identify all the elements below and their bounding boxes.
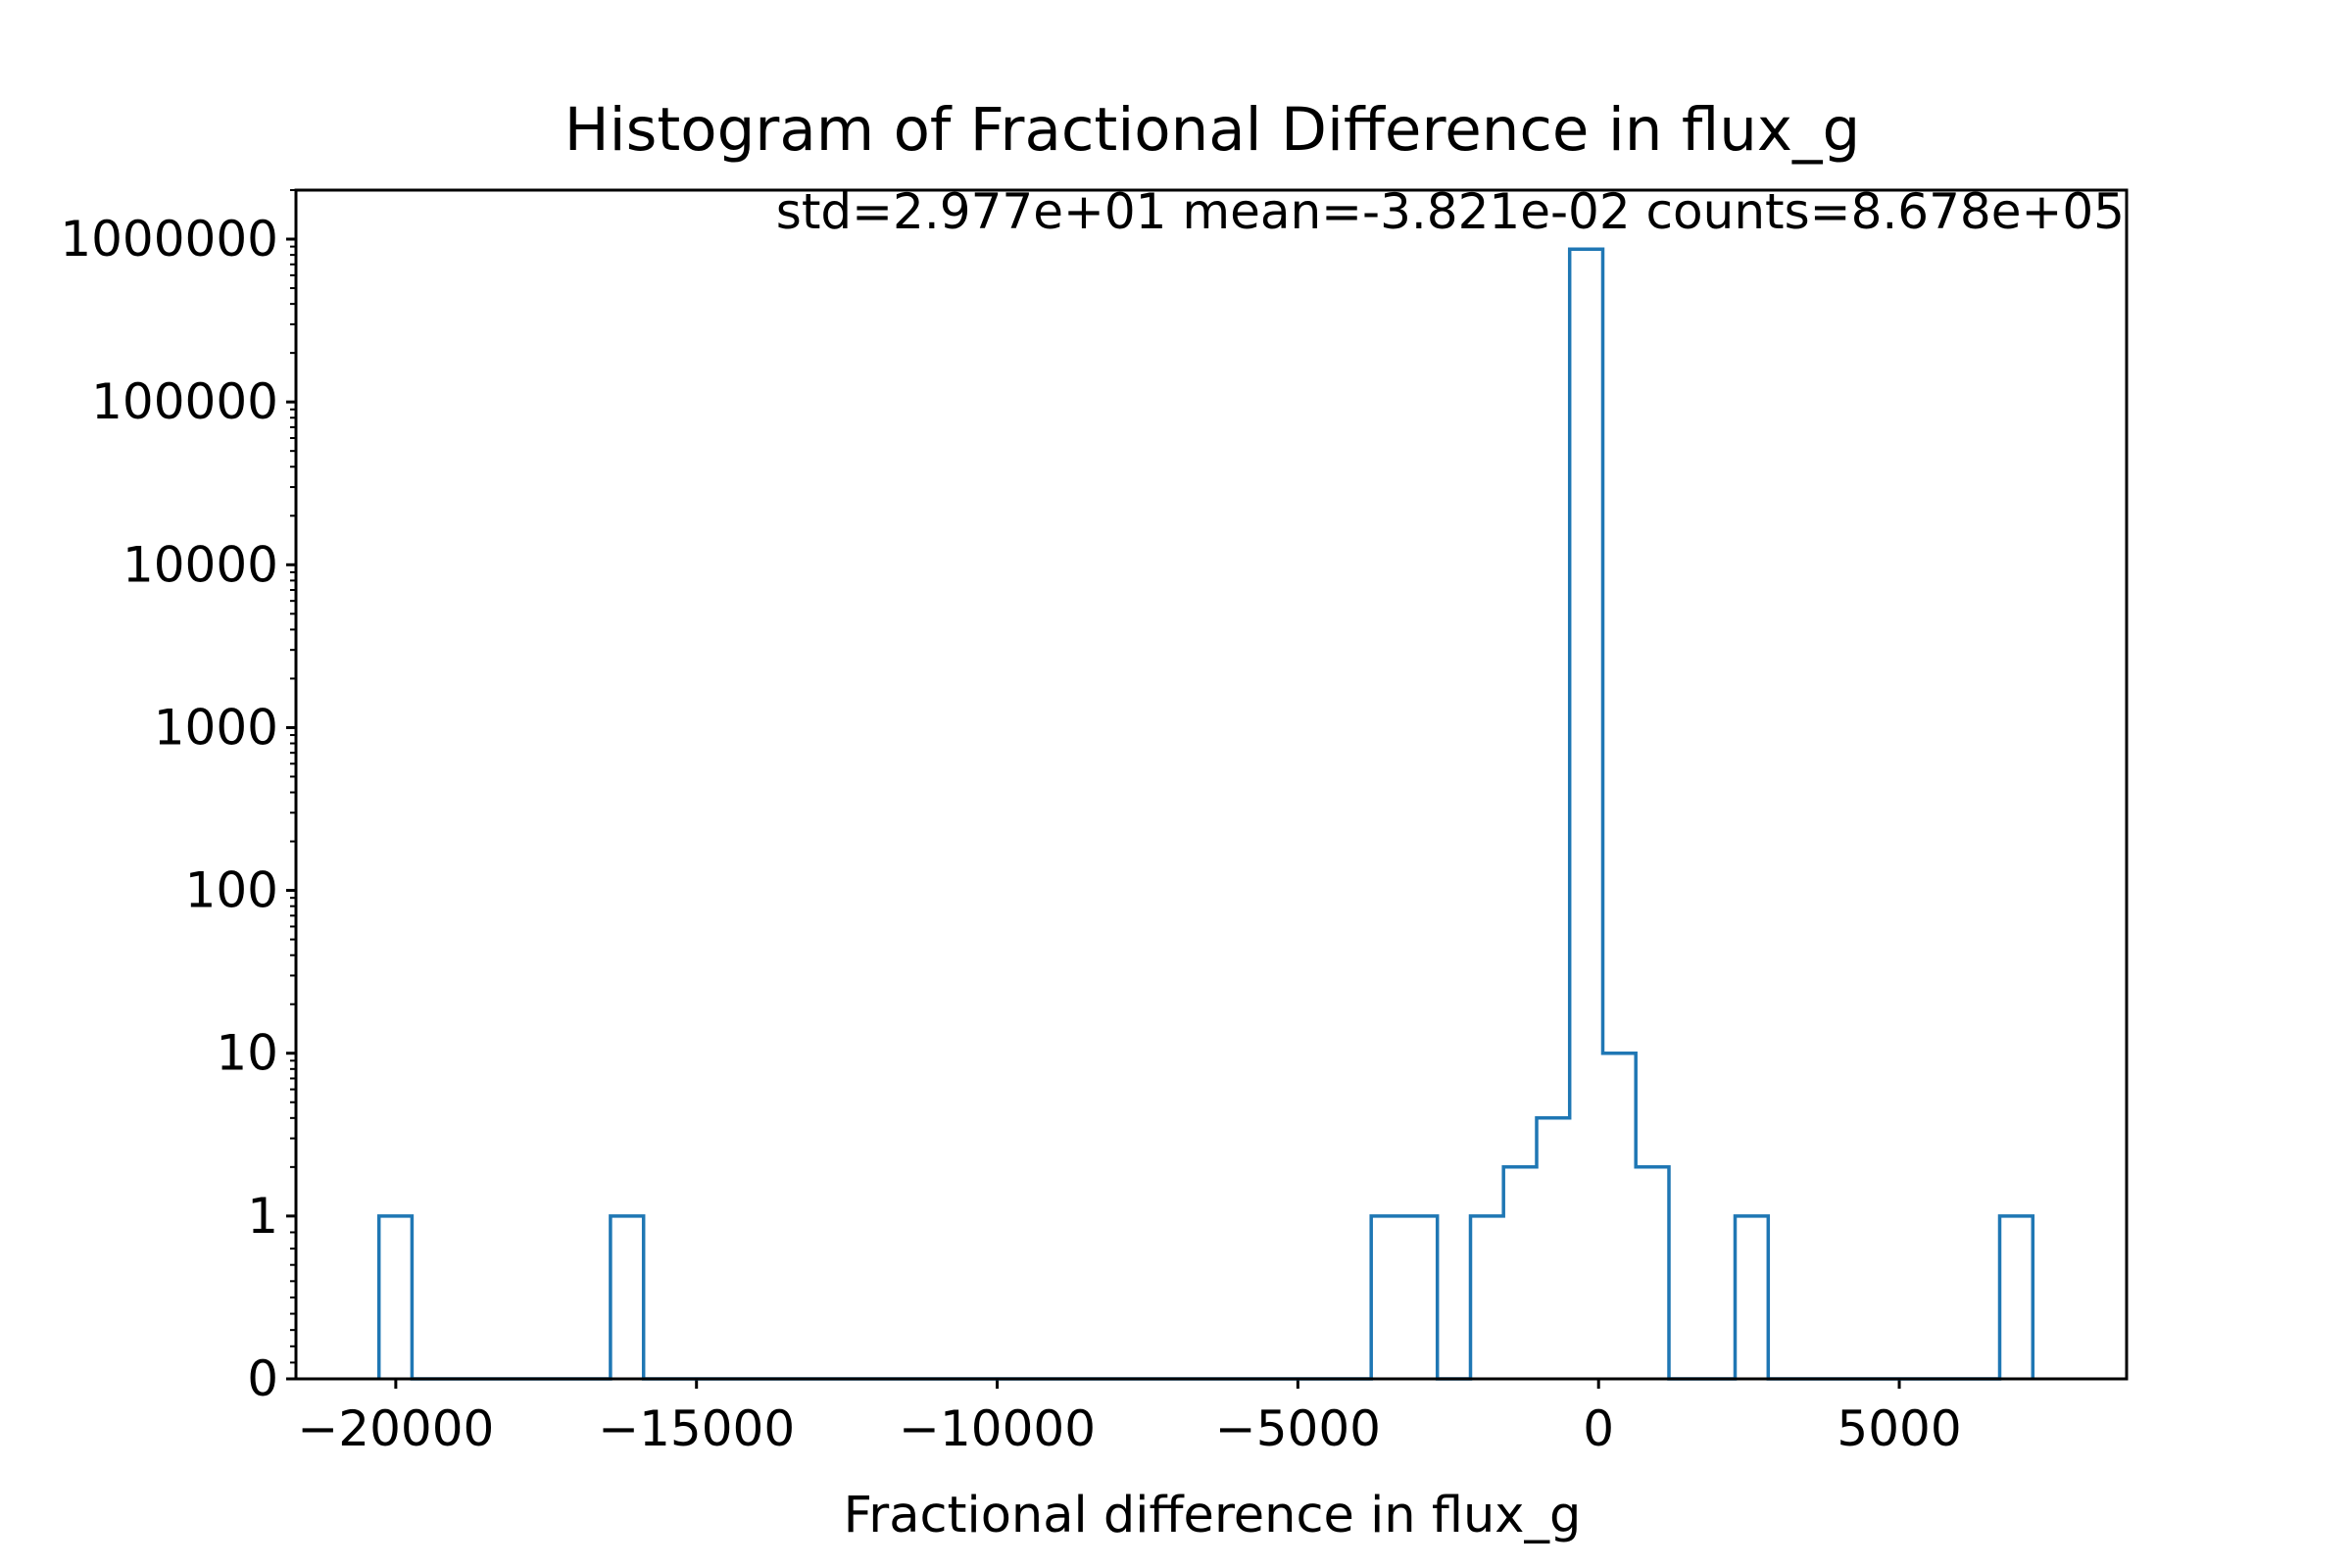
x-axis: −20000 −15000 −10000 −5000 0 5000 xyxy=(297,1379,1962,1457)
y-tick-label: 100000 xyxy=(91,373,278,430)
axes-frame xyxy=(294,188,2129,1381)
y-tick-label: 100 xyxy=(185,862,278,919)
x-tick-label: −15000 xyxy=(598,1400,795,1457)
y-tick-label: 0 xyxy=(247,1350,278,1407)
y-tick-label: 1000000 xyxy=(60,211,278,268)
x-tick-label: −5000 xyxy=(1215,1400,1381,1457)
y-tick-label: 10000 xyxy=(122,536,278,593)
chart-title: Histogram of Fractional Difference in fl… xyxy=(564,95,1861,165)
x-axis-title: Fractional difference in flux_g xyxy=(844,1487,1582,1544)
stats-annotation: std=2.977e+01 mean=-3.821e-02 counts=8.6… xyxy=(776,183,2125,240)
x-tick-label: 5000 xyxy=(1837,1400,1961,1457)
y-tick-label: 1000 xyxy=(154,699,278,756)
histogram-step-line xyxy=(376,247,2035,1381)
y-axis: 0 1 10 100 1000 10000 100000 1000000 xyxy=(60,211,296,1407)
x-tick-label: 0 xyxy=(1583,1400,1614,1457)
y-tick-label: 1 xyxy=(247,1188,278,1245)
x-tick-label: −10000 xyxy=(899,1400,1096,1457)
plot-area: 0 1 10 100 1000 10000 100000 1000000 −20000 −150… xyxy=(60,188,2129,1457)
x-tick-label: −20000 xyxy=(297,1400,494,1457)
y-tick-label: 10 xyxy=(216,1025,278,1082)
